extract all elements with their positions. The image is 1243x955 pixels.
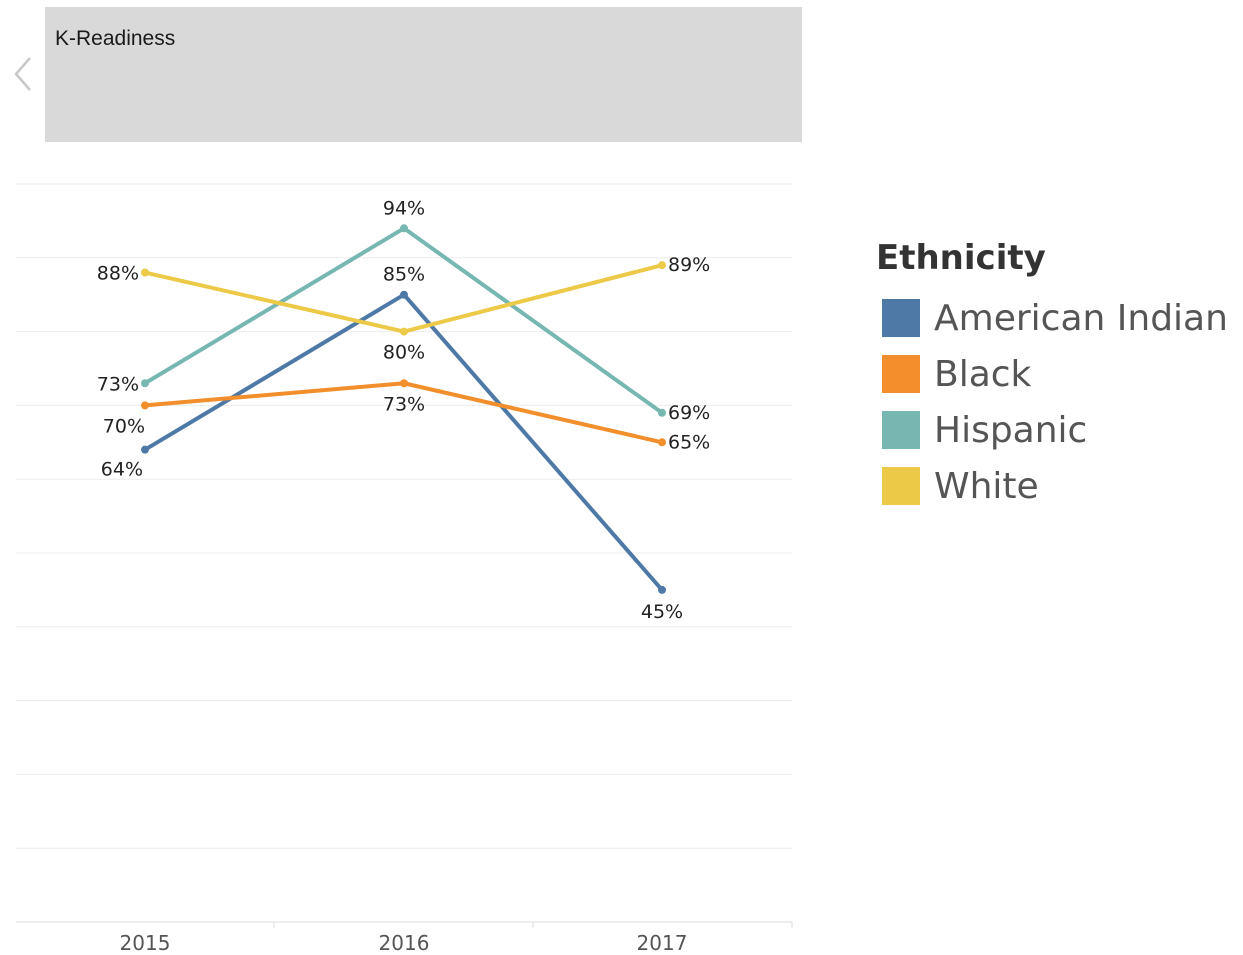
legend-swatch [882, 467, 920, 505]
data-point [400, 327, 408, 336]
data-label: 73% [383, 393, 425, 415]
data-point [141, 268, 149, 277]
legend: Ethnicity American Indian Black Hispanic… [876, 236, 1236, 514]
data-label: 85% [383, 264, 425, 286]
x-tick-label: 2016 [379, 931, 430, 955]
legend-title: Ethnicity [876, 238, 1046, 278]
x-tick-label: 2017 [637, 931, 688, 955]
legend-label: White [934, 465, 1039, 507]
header-band: K-Readiness [45, 7, 802, 142]
legend-item-black[interactable]: Black [876, 346, 1236, 402]
data-label: 73% [97, 373, 139, 395]
data-point [658, 408, 666, 417]
legend-item-white[interactable]: White [876, 458, 1236, 514]
page-title: K-Readiness [55, 27, 176, 50]
data-label: 94% [383, 197, 425, 219]
data-label: 88% [97, 263, 139, 285]
x-tick-label: 2015 [120, 931, 171, 955]
data-label: 70% [103, 415, 145, 437]
legend-label: American Indian [934, 297, 1228, 339]
legend-item-hispanic[interactable]: Hispanic [876, 402, 1236, 458]
legend-item-american-indian[interactable]: American Indian [876, 290, 1236, 346]
data-point [141, 379, 149, 388]
data-label: 89% [668, 254, 710, 276]
legend-label: Black [934, 353, 1032, 395]
back-chevron-icon[interactable] [8, 52, 38, 96]
data-point [658, 438, 666, 447]
data-label: 65% [668, 431, 710, 453]
data-label: 69% [668, 402, 710, 424]
legend-swatch [882, 299, 920, 337]
data-point [141, 401, 149, 410]
legend-swatch [882, 355, 920, 393]
data-point [400, 224, 408, 233]
legend-swatch [882, 411, 920, 449]
legend-label: Hispanic [934, 409, 1088, 451]
data-point [400, 290, 408, 299]
line-chart: 2015 2016 2017 64% 85% 45% 70% 73% 65% 73% 94% 69% 8… [16, 183, 793, 955]
data-point [658, 261, 666, 270]
data-point [400, 379, 408, 388]
data-point [141, 445, 149, 454]
data-label: 64% [101, 459, 143, 481]
data-point [658, 585, 666, 594]
data-label: 80% [383, 342, 425, 364]
data-label: 45% [641, 601, 683, 623]
